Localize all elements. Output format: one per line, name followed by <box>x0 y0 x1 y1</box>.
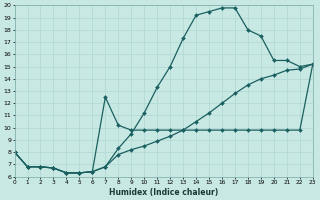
X-axis label: Humidex (Indice chaleur): Humidex (Indice chaleur) <box>109 188 218 197</box>
